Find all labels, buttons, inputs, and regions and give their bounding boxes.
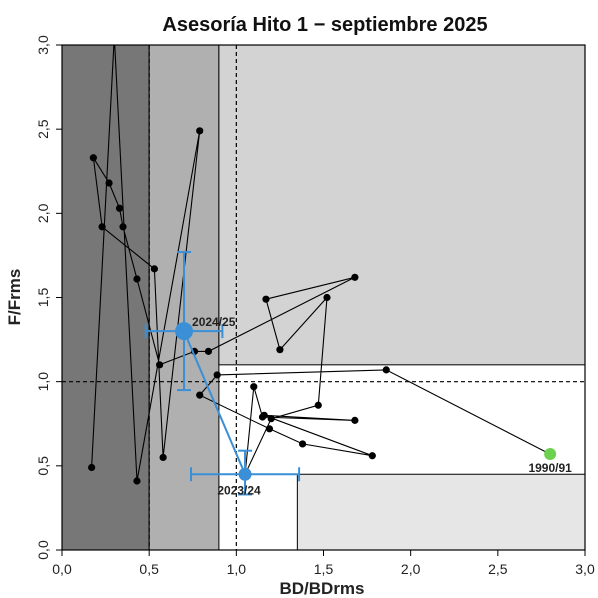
y-axis-title: F/Frms (5, 269, 24, 326)
data-point (351, 273, 359, 281)
data-point (213, 371, 221, 379)
point-label: 2023/24 (217, 483, 261, 497)
data-point (382, 366, 390, 374)
point-label: 2024/25 (192, 315, 236, 329)
data-point (105, 179, 113, 187)
data-point (267, 415, 275, 423)
data-point (351, 416, 359, 424)
highlight-point (238, 467, 252, 481)
data-point (133, 477, 141, 485)
y-tick-label: 3,0 (35, 35, 51, 55)
plot-area: 1990/91 2023/24 2024/25 0,0 0,5 1,0 1,5 2,0 2,5 3… (35, 33, 595, 577)
data-point (156, 361, 164, 369)
data-point (150, 265, 158, 273)
x-tick-label: 0,0 (52, 561, 72, 577)
zone-2 (218, 45, 585, 366)
data-point (89, 154, 97, 162)
y-tick-label: 0,0 (35, 540, 51, 560)
y-tick-label: 2,0 (35, 203, 51, 223)
data-point (98, 223, 106, 231)
data-point (204, 347, 213, 355)
data-point (196, 391, 204, 399)
data-point (265, 425, 274, 433)
x-axis-title: BD/BDrms (279, 579, 364, 598)
data-point (111, 33, 118, 40)
zone-0 (62, 45, 150, 550)
plot-inner (62, 33, 585, 550)
data-point (115, 204, 124, 212)
x-tick-label: 3,0 (575, 561, 595, 577)
x-tick-label: 2,5 (488, 561, 508, 577)
x-tick-label: 2,0 (401, 561, 421, 577)
data-point (368, 452, 376, 460)
data-point (258, 413, 267, 421)
highlight-point (175, 322, 194, 341)
data-point (262, 295, 270, 303)
data-point (314, 401, 322, 409)
data-point (133, 275, 141, 283)
data-point (323, 293, 331, 302)
data-point (250, 383, 258, 391)
chart-title: Asesoría Hito 1 − septiembre 2025 (162, 14, 487, 36)
data-point (88, 463, 96, 472)
data-point (276, 346, 284, 354)
y-tick-label: 0,5 (35, 456, 51, 476)
x-tick-label: 0,5 (139, 561, 159, 577)
data-point (119, 223, 127, 231)
data-point (196, 127, 204, 135)
x-tick-label: 1,5 (314, 561, 334, 577)
y-tick-label: 1,5 (35, 288, 51, 308)
series-recent-line (183, 330, 247, 475)
point-label: 1990/91 (528, 461, 572, 475)
data-point (298, 440, 307, 448)
x-tick-label: 1,0 (227, 561, 247, 577)
y-tick-label: 1,0 (35, 372, 51, 392)
zone-3 (296, 473, 585, 550)
data-point (159, 453, 167, 462)
y-tick-label: 2,5 (35, 119, 51, 139)
start-year-point (544, 448, 557, 461)
